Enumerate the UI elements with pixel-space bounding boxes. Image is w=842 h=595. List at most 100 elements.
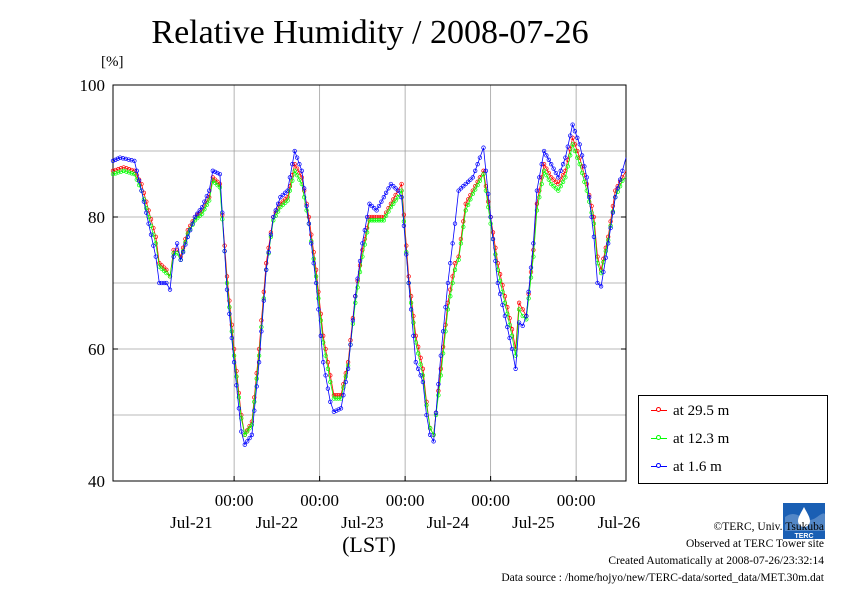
data-point <box>411 320 416 325</box>
data-point <box>418 362 423 367</box>
data-point <box>234 383 239 388</box>
y-tick-label: 80 <box>88 208 105 227</box>
legend-swatch-red <box>651 405 667 417</box>
data-point <box>411 333 416 338</box>
data-point <box>572 148 578 154</box>
data-point <box>242 432 247 437</box>
data-point <box>334 408 339 413</box>
plot-frame <box>112 84 627 482</box>
data-point <box>448 294 453 299</box>
data-point <box>144 206 149 211</box>
data-point <box>153 241 158 246</box>
y-tick-label: 40 <box>88 472 105 491</box>
data-point <box>311 250 316 255</box>
data-point <box>408 307 414 312</box>
data-point <box>290 178 295 183</box>
data-point <box>362 228 367 233</box>
data-point <box>438 353 443 358</box>
data-point <box>388 181 394 187</box>
data-point <box>275 209 281 214</box>
data-point <box>164 280 169 286</box>
data-point <box>463 181 468 187</box>
data-point <box>575 135 580 140</box>
data-point <box>620 178 625 183</box>
data-point <box>568 153 573 158</box>
data-point <box>325 360 331 365</box>
data-point <box>551 166 556 171</box>
data-point <box>343 379 348 385</box>
data-point <box>486 204 491 210</box>
data-point <box>239 416 244 421</box>
data-point <box>610 210 616 215</box>
data-point <box>129 171 134 176</box>
data-point <box>420 373 426 378</box>
data-point <box>124 169 129 174</box>
data-point <box>316 296 321 301</box>
data-point <box>164 270 169 276</box>
data-point <box>507 322 512 327</box>
data-point <box>275 201 281 206</box>
data-point <box>534 188 540 193</box>
data-point <box>229 335 234 341</box>
data-point <box>549 162 554 167</box>
data-point <box>311 261 316 266</box>
data-point <box>369 203 375 209</box>
data-point <box>202 207 207 212</box>
data-point <box>560 162 566 167</box>
data-point <box>212 180 218 186</box>
data-point <box>343 374 348 379</box>
data-point <box>185 234 190 239</box>
data-point <box>443 329 448 334</box>
data-point <box>603 248 608 254</box>
data-point <box>475 182 480 188</box>
data-point <box>589 214 594 220</box>
data-point <box>560 173 566 178</box>
x-tick-time-label: 00:00 <box>471 491 510 510</box>
data-point <box>151 243 156 248</box>
data-point <box>159 266 164 271</box>
data-point <box>345 366 351 371</box>
data-point <box>318 318 323 323</box>
data-point <box>236 406 242 411</box>
data-point <box>180 250 186 255</box>
data-point <box>427 426 433 431</box>
data-point <box>379 218 384 223</box>
data-point <box>294 155 300 160</box>
data-point <box>493 252 498 257</box>
data-point <box>129 158 134 163</box>
data-point <box>587 195 592 200</box>
data-point <box>546 170 551 176</box>
data-point <box>509 346 515 352</box>
data-point <box>217 185 223 190</box>
data-point <box>544 153 549 158</box>
data-point <box>443 305 448 310</box>
data-point <box>236 395 242 400</box>
data-point <box>575 155 580 160</box>
y-tick-label: 60 <box>88 340 105 359</box>
legend-item-12-3m: at 12.3 m <box>651 429 729 449</box>
data-point <box>229 329 234 334</box>
data-point <box>500 283 505 288</box>
data-point <box>355 276 360 281</box>
data-point <box>297 162 302 167</box>
data-point <box>468 177 473 182</box>
data-point <box>497 291 503 297</box>
data-point <box>572 129 578 134</box>
data-point <box>355 285 360 290</box>
data-point <box>408 300 414 305</box>
data-point <box>445 307 451 312</box>
data-point <box>341 393 346 398</box>
data-point <box>537 188 542 193</box>
data-point <box>259 329 264 334</box>
data-point <box>465 179 471 184</box>
data-point <box>458 241 464 246</box>
data-point <box>252 399 257 404</box>
data-point <box>473 168 478 173</box>
data-point <box>539 162 544 167</box>
data-point <box>560 179 566 184</box>
data-point <box>231 346 237 352</box>
data-point <box>110 158 116 164</box>
data-point <box>477 155 483 160</box>
data-point <box>159 280 164 286</box>
data-point <box>575 148 580 154</box>
